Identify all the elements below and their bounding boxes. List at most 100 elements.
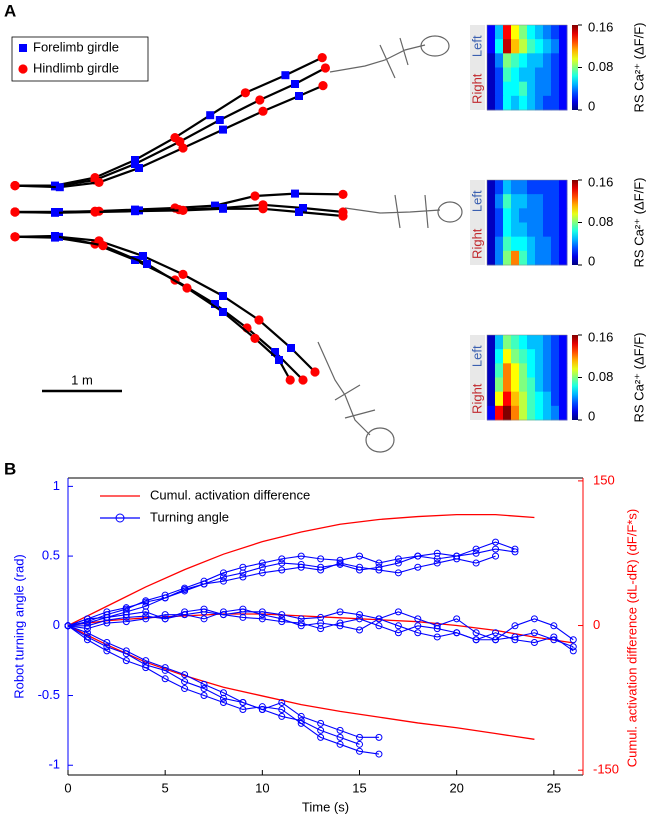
data-point xyxy=(278,618,286,626)
data-point xyxy=(356,615,364,623)
data-point xyxy=(472,636,480,644)
girdle-point xyxy=(317,53,327,63)
heatmap-cell xyxy=(527,67,536,83)
data-point xyxy=(492,552,500,560)
heatmap-cell xyxy=(503,194,512,209)
heatmap-cell xyxy=(511,39,520,54)
heatmap-cell xyxy=(495,208,504,223)
x-tick-label: 0 xyxy=(64,780,71,795)
girdle-point xyxy=(219,204,227,213)
heatmap-cell xyxy=(495,405,504,421)
data-point xyxy=(200,580,208,588)
heatmap-cell xyxy=(551,377,560,393)
heatmap-cell xyxy=(543,391,552,407)
heatmap-cell xyxy=(495,236,504,252)
heatmap-cell xyxy=(487,405,496,421)
y-tick-label: -0.5 xyxy=(38,687,60,702)
girdle-point xyxy=(51,232,59,240)
girdle-point xyxy=(211,300,219,308)
data-point xyxy=(239,698,247,706)
data-point xyxy=(472,629,480,637)
heatmap-cell xyxy=(519,236,528,252)
girdle-point xyxy=(139,252,147,260)
data-point xyxy=(317,726,325,734)
data-point xyxy=(394,555,402,563)
data-point xyxy=(317,566,325,574)
heatmap-cell xyxy=(487,250,496,266)
row-label-bg xyxy=(470,25,485,110)
heatmap-cell xyxy=(543,349,552,364)
girdle-point xyxy=(182,283,192,293)
heatmap-cell xyxy=(535,250,544,266)
data-point xyxy=(511,545,519,553)
data-point xyxy=(278,559,286,567)
heatmap-cell xyxy=(503,250,512,266)
girdle-point xyxy=(90,207,100,217)
colorbar-label: RS Ca²⁺ (ΔF/F) xyxy=(631,333,646,423)
heatmap-cell xyxy=(519,53,528,68)
data-point xyxy=(219,577,227,585)
data-point xyxy=(492,629,500,637)
heatmap-cell xyxy=(559,81,568,97)
trajectory-line xyxy=(14,235,304,381)
data-point xyxy=(122,604,130,612)
heatmap-cell xyxy=(495,180,504,195)
heatmap-cell xyxy=(519,39,528,54)
data-point xyxy=(181,611,189,619)
y-tick-label: 0.5 xyxy=(42,548,60,563)
heatmap-cell xyxy=(543,180,552,195)
colorbar-tick-label: 0 xyxy=(588,98,595,113)
heatmap-cell xyxy=(487,25,496,40)
heatmap-cell xyxy=(559,25,568,40)
colorbar-tick-label: 0.16 xyxy=(588,19,613,34)
row-label-bg xyxy=(470,180,485,265)
series-line xyxy=(67,625,379,738)
girdle-point xyxy=(10,181,20,191)
heatmap-cell xyxy=(543,53,552,68)
data-point xyxy=(83,622,91,630)
heatmap-cell xyxy=(519,81,528,97)
heatmap-cell xyxy=(535,67,544,83)
data-point xyxy=(142,612,150,620)
heatmap-cell xyxy=(527,250,536,266)
heatmap-cell xyxy=(511,363,520,378)
data-point xyxy=(414,629,422,637)
heatmap-cell xyxy=(519,194,528,209)
heatmap-cell xyxy=(511,349,520,364)
x-tick-label: 10 xyxy=(255,780,269,795)
x-tick-label: 15 xyxy=(352,780,366,795)
heatmap-cell xyxy=(527,39,536,54)
girdle-point xyxy=(254,315,264,325)
heatmap-cell xyxy=(511,222,520,238)
trajectory-line xyxy=(14,84,324,189)
data-point xyxy=(161,615,169,623)
heatmap-cell xyxy=(527,81,536,97)
data-point xyxy=(278,712,286,720)
heatmap-cell xyxy=(543,335,552,350)
data-point xyxy=(122,618,130,626)
heatmap-cell xyxy=(519,250,528,266)
colorbar-tick-label: 0 xyxy=(588,408,595,423)
colorbar-tick-label: 0.16 xyxy=(588,174,613,189)
girdle-point xyxy=(250,333,260,343)
series-line xyxy=(67,624,535,740)
data-point xyxy=(122,613,130,621)
data-point xyxy=(161,664,169,672)
heatmap-cell xyxy=(503,180,512,195)
heatmap-cell xyxy=(543,67,552,83)
girdle-point xyxy=(94,177,104,187)
heatmap-cell xyxy=(543,222,552,238)
colorbar xyxy=(572,335,578,420)
heatmap-cell xyxy=(559,208,568,223)
colorbar-tick-label: 0.16 xyxy=(588,329,613,344)
heatmap-cell xyxy=(495,377,504,393)
heatmap-cell xyxy=(527,349,536,364)
heatmap-cell xyxy=(535,391,544,407)
heatmap-cell xyxy=(519,363,528,378)
heatmap-cell xyxy=(487,39,496,54)
heatmap-cell xyxy=(503,53,512,68)
data-point xyxy=(336,559,344,567)
data-point xyxy=(336,619,344,627)
heatmap-cell xyxy=(519,222,528,238)
